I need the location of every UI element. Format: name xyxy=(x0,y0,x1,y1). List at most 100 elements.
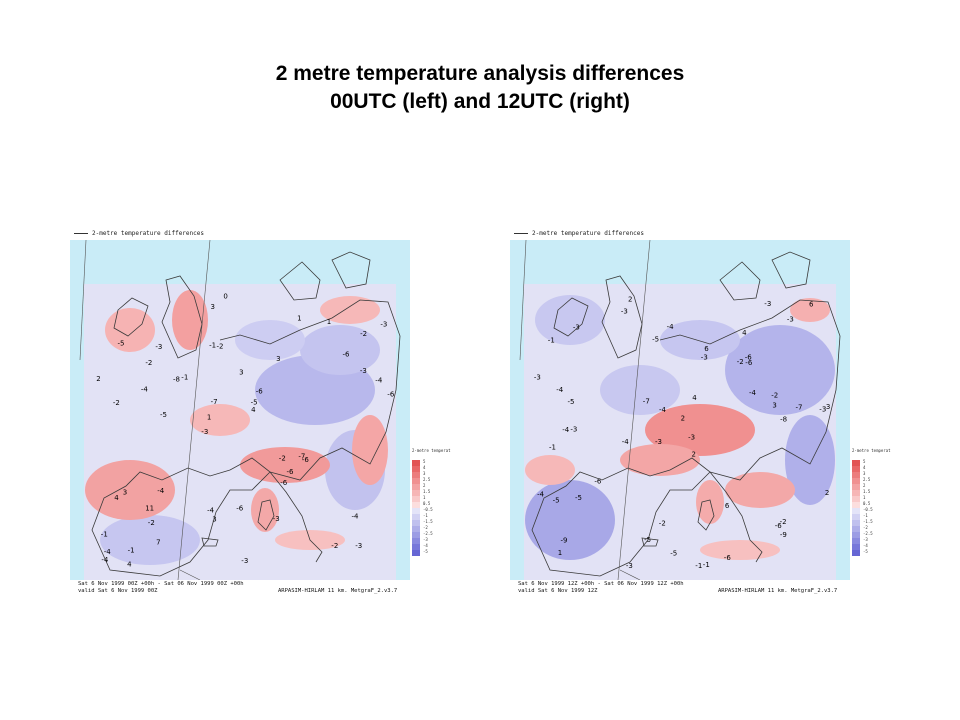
warm-anomaly-patches xyxy=(85,290,388,550)
contour-value-label: -6 xyxy=(745,359,753,367)
contour-value-label: -9 xyxy=(780,531,787,539)
colorbar-swatches xyxy=(852,460,860,556)
colorbar-tick-label: -2 xyxy=(423,525,428,530)
coastlines xyxy=(531,251,841,577)
colorbar-tick-label: 1.5 xyxy=(423,489,431,494)
footer-valid-time: valid Sat 6 Nov 1999 12Z xyxy=(518,588,598,594)
contour-value-label: 2 xyxy=(692,451,696,459)
contour-value-label: 2 xyxy=(825,489,829,497)
contour-value-label: -2 xyxy=(145,359,152,367)
colorbar-labels: 5 4 3 2.5 2 1.5 1 0.5 -0.5 -1 -1.5 -2 -2.5 -3 -4 -5 xyxy=(863,459,873,555)
colorbar: 2-metre temperat 5 4 3 2.5 2 1.5 1 0.5 -0.5 -1 -1.… xyxy=(410,448,456,580)
contour-value-label: -3 xyxy=(380,320,387,328)
colorbar-labels: 5 4 3 2.5 2 1.5 1 0.5 -0.5 -1 -1.5 -2 -2.5 -3 -4 -5 xyxy=(423,459,433,555)
contour-value-label: -4 xyxy=(141,385,149,393)
graticule xyxy=(519,240,651,580)
contour-value-label: -3 xyxy=(819,405,826,413)
contour-value-label: -1 xyxy=(695,562,702,570)
contour-value-label: -5 xyxy=(644,536,651,544)
contour-value-label: 4 xyxy=(127,561,132,569)
contour-value-label: 6 xyxy=(725,502,730,510)
footer-valid-time: valid Sat 6 Nov 1999 00Z xyxy=(78,588,158,594)
contour-value-label: 1 xyxy=(558,549,562,557)
graticule xyxy=(79,240,211,580)
contour-value-label: -5 xyxy=(251,398,258,406)
contour-value-label: 1 xyxy=(297,314,301,322)
contour-value-label: 1 xyxy=(327,318,331,326)
colorbar: 2-metre temperat 5 4 3 2.5 2 1.5 1 0.5 -0.5 -1 -1.… xyxy=(850,448,896,580)
contour-value-label: -4 xyxy=(622,438,630,446)
contour-value-label: 3 xyxy=(239,368,243,376)
footer-run-info: Sat 6 Nov 1999 12Z +00h - Sat 06 Nov 199… xyxy=(518,581,684,587)
coastlines xyxy=(91,251,401,577)
footer-run-info: Sat 6 Nov 1999 00Z +00h - Sat 06 Nov 199… xyxy=(78,581,244,587)
contour-value-label: 1 xyxy=(207,413,211,421)
map-panel-12utc: 2-metre temperature differences xyxy=(508,226,900,602)
colorbar-tick-label: -1.5 xyxy=(863,519,873,524)
contour-value-label: 4 xyxy=(742,329,747,337)
contour-value-label: -3 xyxy=(534,374,541,382)
contour-value-label: 4 xyxy=(114,494,119,502)
map-legend-header: 2-metre temperature differences xyxy=(514,230,644,237)
contour-value-label: 6 xyxy=(809,300,814,308)
colorbar-tick-label: 4 xyxy=(863,465,866,470)
contour-value-label: -4 xyxy=(207,507,215,515)
contour-value-label: -3 xyxy=(273,515,280,523)
temperature-difference-map: -3-2-2-33-1-133-1-1-2-2-6-6-53-6-2-31-4-… xyxy=(70,240,410,580)
page-title: 2 metre temperature analysis differences… xyxy=(0,60,960,116)
colorbar-tick-label: 3 xyxy=(423,471,426,476)
contour-value-label: -4 xyxy=(352,512,360,520)
map-legend-header: 2-metre temperature differences xyxy=(74,230,204,237)
colorbar-tick-label: -3 xyxy=(863,537,868,542)
contour-value-label: -6 xyxy=(236,504,244,512)
contour-value-label: -1 xyxy=(181,374,188,382)
colorbar-tick-label: 1 xyxy=(863,495,866,500)
contour-value-label: -4 xyxy=(659,406,667,414)
colorbar-tick-label: 3 xyxy=(863,471,866,476)
contour-value-label: -2 xyxy=(113,399,120,407)
colorbar-tick-label: -2 xyxy=(863,525,868,530)
colorbar-tick-label: 1.5 xyxy=(863,489,871,494)
map-plot: -3 -2 -2 -3 3 -1 -1 3 3 -1 -1 -2 -2 -6 -6 -5 3 -6 -2 -3 1 -4-… xyxy=(70,240,410,580)
contour-value-label: 4 xyxy=(692,394,697,402)
map-plot: 2 4 -3 -3 2 -3 -1 -2 -1 -3 2 1 -3 -4 -1 -1 -2 -3 -4 -6 -5 -4-… xyxy=(510,240,850,580)
contour-value-label: -7 xyxy=(643,398,650,406)
contour-value-label: -5 xyxy=(652,336,659,344)
contour-value-label: -5 xyxy=(568,398,575,406)
contour-value-label: -6 xyxy=(280,479,288,487)
cold-anomaly-patches xyxy=(525,295,835,560)
contour-value-label: -3 xyxy=(241,557,248,565)
contour-value-label: -9 xyxy=(561,537,568,545)
contour-value-label: -2 xyxy=(737,358,744,366)
contour-value-label: -4 xyxy=(667,323,675,331)
contour-value-labels: -3-2-2-33-1-133-1-1-2-2-6-6-53-6-2-31-4-… xyxy=(96,293,395,569)
contour-value-label: -6 xyxy=(745,353,753,361)
colorbar-tick-label: -2.5 xyxy=(863,531,873,536)
contour-value-label: 7 xyxy=(156,539,160,547)
colorbar-tick-label: -5 xyxy=(863,549,868,554)
colorbar-swatches xyxy=(412,460,420,556)
contour-value-label: 3 xyxy=(772,402,776,410)
contour-value-label: -7 xyxy=(796,403,803,411)
contour-value-label: -1 xyxy=(549,443,556,451)
contour-value-label: 2 xyxy=(96,375,100,383)
contour-value-label: -3 xyxy=(787,316,794,324)
contour-value-label: -3 xyxy=(688,434,695,442)
contour-value-label: -2 xyxy=(148,519,155,527)
temperature-difference-map: 24-3-32-3-1-2-1-321-3-4-1 -1-2-3-4-6-5-4-… xyxy=(510,240,850,580)
contour-value-label: -6 xyxy=(594,478,602,486)
contour-value-label: -4 xyxy=(157,487,165,495)
colorbar-tick-label: 2.5 xyxy=(423,477,431,482)
colorbar-tick-label: 5 xyxy=(863,459,866,464)
colorbar-tick-label: -3 xyxy=(423,537,428,542)
map-legend-title: 2-metre temperature differences xyxy=(532,230,644,237)
colorbar-tick-label: 2 xyxy=(423,483,426,488)
contour-value-label: 0 xyxy=(223,293,227,301)
title-line-1: 2 metre temperature analysis differences xyxy=(275,62,685,85)
footer-model-credit: ARPASIM-HIRLAM 11 km. MetgraF_2.v3.7 xyxy=(718,588,838,594)
colorbar-tick-label: 1 xyxy=(423,495,426,500)
colorbar-tick-label: 2 xyxy=(863,483,866,488)
colorbar-tick-label: -0.5 xyxy=(863,507,873,512)
colorbar-title: 2-metre temperat xyxy=(852,448,891,453)
contour-value-label: -5 xyxy=(670,550,677,558)
